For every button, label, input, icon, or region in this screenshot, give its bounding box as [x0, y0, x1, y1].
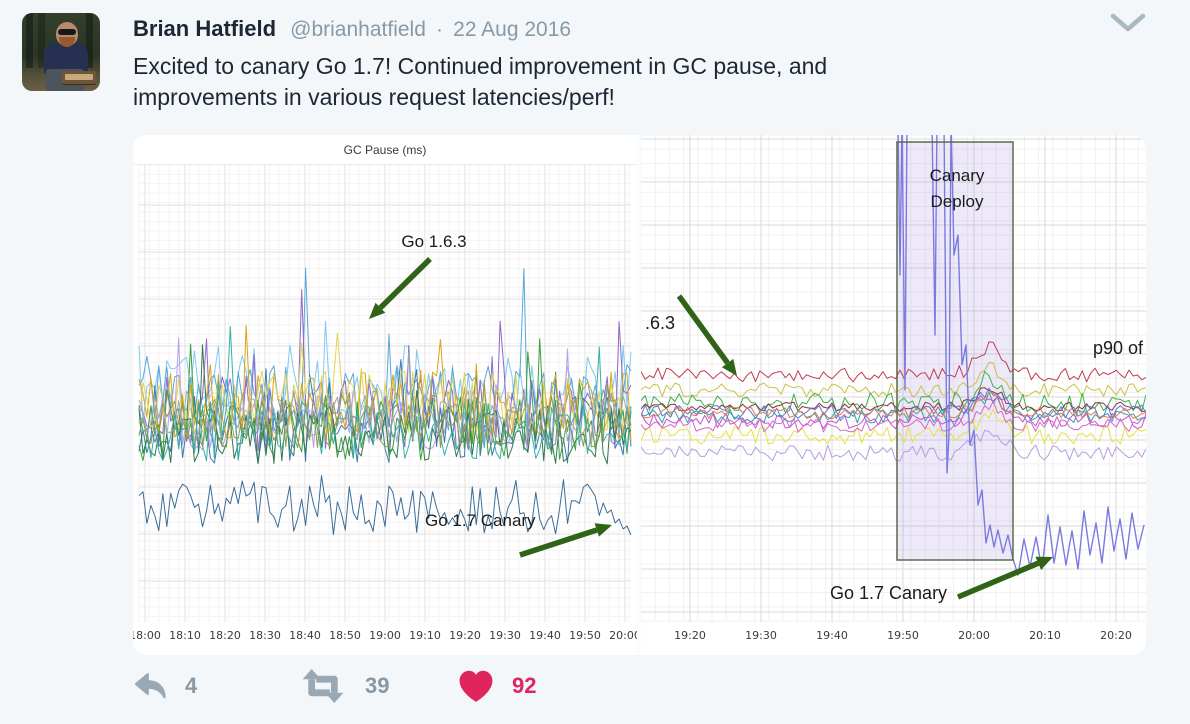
tweet-media[interactable]: Go 1.6.3 Go 1.7 Canary 18:00 18:10 18:20 18:3…	[133, 135, 1146, 655]
svg-text:19:50: 19:50	[569, 629, 601, 642]
svg-text:19:30: 19:30	[745, 629, 777, 642]
avatar[interactable]	[22, 13, 100, 91]
chevron-down-icon	[1110, 13, 1146, 32]
svg-text:Deploy: Deploy	[931, 192, 984, 211]
avatar-photo-decoration	[26, 13, 33, 68]
svg-text:18:40: 18:40	[289, 629, 321, 642]
reply-button[interactable]: 4	[133, 664, 197, 708]
svg-text:19:20: 19:20	[674, 629, 706, 642]
tweet-text: Excited to canary Go 1.7! Continued impr…	[133, 51, 1033, 113]
tweet-header: Brian Hatfield @brianhatfield · 22 Aug 2…	[133, 16, 571, 42]
avatar-photo-decoration	[38, 13, 45, 68]
chart-title-text: GC Pause (ms)	[343, 142, 427, 157]
svg-text:19:40: 19:40	[816, 629, 848, 642]
tweet-text-line: improvements in various request latencie…	[133, 84, 615, 110]
avatar-photo-decoration	[65, 74, 93, 80]
svg-text:19:40: 19:40	[529, 629, 561, 642]
svg-text:19:20: 19:20	[449, 629, 481, 642]
svg-text:19:30: 19:30	[489, 629, 521, 642]
svg-text:20:00: 20:00	[609, 629, 637, 642]
svg-text:.6.3: .6.3	[645, 313, 675, 333]
header-separator: ·	[436, 18, 444, 41]
tweet-text-line: Excited to canary Go 1.7! Continued impr…	[133, 53, 828, 79]
gc-pause-chart[interactable]: Go 1.6.3 Go 1.7 Canary 18:00 18:10 18:20 18:3…	[133, 135, 637, 655]
like-count: 92	[512, 673, 537, 698]
svg-text:18:00: 18:00	[133, 629, 161, 642]
svg-text:Go 1.6.3: Go 1.6.3	[401, 232, 466, 251]
svg-text:20:10: 20:10	[1029, 629, 1061, 642]
svg-text:18:50: 18:50	[329, 629, 361, 642]
svg-text:18:10: 18:10	[169, 629, 201, 642]
retweet-button[interactable]: 39	[297, 664, 389, 708]
retweet-icon	[302, 669, 344, 703]
avatar-photo-decoration	[59, 37, 75, 47]
avatar-photo-decoration	[86, 13, 93, 68]
avatar-photo-decoration	[58, 29, 76, 35]
svg-text:19:50: 19:50	[887, 629, 919, 642]
retweet-count: 39	[365, 673, 390, 698]
heart-icon	[459, 670, 493, 702]
tweet-timestamp[interactable]: 22 Aug 2016	[453, 18, 572, 41]
media-seam	[637, 135, 641, 655]
author-handle[interactable]: @brianhatfield	[290, 18, 426, 41]
author-name[interactable]: Brian Hatfield	[133, 16, 277, 41]
svg-text:19:10: 19:10	[409, 629, 441, 642]
like-button[interactable]: 92	[456, 664, 536, 708]
latency-chart[interactable]: .6.3 Canary Deploy p90 of Go 1.7 Canary 19:20…	[641, 135, 1146, 655]
more-button[interactable]	[1103, 6, 1153, 40]
reply-count: 4	[185, 673, 198, 698]
reply-icon	[134, 673, 166, 699]
svg-text:20:20: 20:20	[1100, 629, 1132, 642]
svg-text:20:00: 20:00	[958, 629, 990, 642]
latency-chart-canvas: .6.3 Canary Deploy p90 of Go 1.7 Canary 19:20…	[641, 135, 1146, 642]
svg-text:p90 of: p90 of	[1093, 338, 1144, 358]
svg-text:18:20: 18:20	[209, 629, 241, 642]
svg-text:Go 1.7 Canary: Go 1.7 Canary	[830, 583, 947, 603]
svg-text:19:00: 19:00	[369, 629, 401, 642]
chart-title: GC Pause (ms)	[133, 135, 637, 165]
svg-text:Canary: Canary	[930, 166, 985, 185]
gc-pause-chart-canvas: Go 1.6.3 Go 1.7 Canary 18:00 18:10 18:20 18:3…	[133, 164, 637, 642]
svg-text:18:30: 18:30	[249, 629, 281, 642]
svg-text:Go 1.7 Canary: Go 1.7 Canary	[425, 511, 536, 530]
